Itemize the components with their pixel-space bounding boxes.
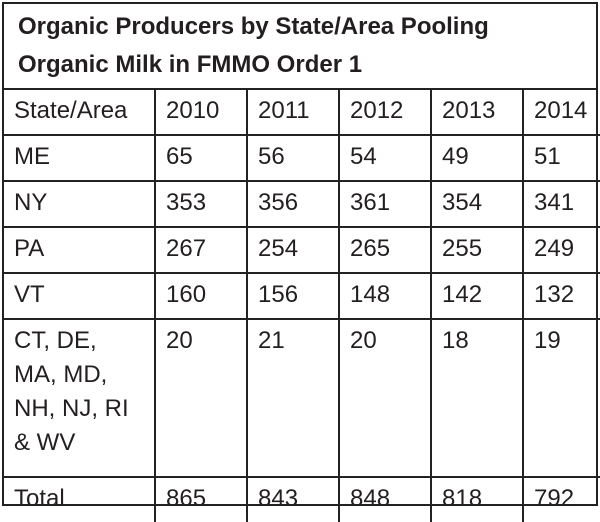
row-label-vt: VT bbox=[4, 272, 156, 320]
cell-total-2014: 792 bbox=[522, 476, 600, 522]
row-label-other-states-line-1: CT, DE, bbox=[14, 327, 97, 354]
cell-other-2011: 21 bbox=[246, 318, 340, 478]
cell-me-2013: 49 bbox=[430, 134, 524, 182]
table-title-line-1: Organic Producers by State/Area Pooling bbox=[18, 13, 489, 40]
cell-other-2013: 18 bbox=[430, 318, 524, 478]
row-label-other-states-line-4: & WV bbox=[14, 429, 76, 456]
cell-total-2012: 848 bbox=[338, 476, 432, 522]
cell-other-2010: 20 bbox=[154, 318, 248, 478]
cell-me-2011: 56 bbox=[246, 134, 340, 182]
header-cell-state-area: State/Area bbox=[4, 90, 156, 136]
cell-total-2010: 865 bbox=[154, 476, 248, 522]
header-cell-2011: 2011 bbox=[246, 90, 340, 136]
table-row-ny: NY 353 356 361 354 341 bbox=[4, 180, 600, 228]
row-label-other-states-line-2: MA, MD, bbox=[14, 361, 108, 388]
cell-other-2012: 20 bbox=[338, 318, 432, 478]
cell-ny-2012: 361 bbox=[338, 180, 432, 228]
table-row-pa: PA 267 254 265 255 249 bbox=[4, 226, 600, 274]
table-row-other-states: CT, DE, MA, MD, NH, NJ, RI & WV 20 21 20… bbox=[4, 318, 600, 478]
producers-table: State/Area 2010 2011 2012 2013 2014 ME 6… bbox=[4, 90, 600, 522]
cell-ny-2014: 341 bbox=[522, 180, 600, 228]
cell-vt-2013: 142 bbox=[430, 272, 524, 320]
cell-total-2011: 843 bbox=[246, 476, 340, 522]
table-title: Organic Producers by State/Area Pooling … bbox=[4, 4, 596, 90]
cell-other-2014: 19 bbox=[522, 318, 600, 478]
cell-vt-2010: 160 bbox=[154, 272, 248, 320]
cell-pa-2014: 249 bbox=[522, 226, 600, 274]
row-label-total: Total bbox=[4, 476, 156, 522]
header-cell-2010: 2010 bbox=[154, 90, 248, 136]
row-label-other-states: CT, DE, MA, MD, NH, NJ, RI & WV bbox=[4, 318, 156, 478]
table-row-total: Total 865 843 848 818 792 bbox=[4, 476, 600, 522]
table-row-me: ME 65 56 54 49 51 bbox=[4, 134, 600, 182]
row-label-pa: PA bbox=[4, 226, 156, 274]
cell-ny-2013: 354 bbox=[430, 180, 524, 228]
row-label-me: ME bbox=[4, 134, 156, 182]
cell-ny-2010: 353 bbox=[154, 180, 248, 228]
table-title-line-2: Organic Milk in FMMO Order 1 bbox=[18, 51, 363, 78]
cell-ny-2011: 356 bbox=[246, 180, 340, 228]
cell-pa-2012: 265 bbox=[338, 226, 432, 274]
cell-pa-2011: 254 bbox=[246, 226, 340, 274]
row-label-other-states-line-3: NH, NJ, RI bbox=[14, 395, 129, 422]
cell-me-2012: 54 bbox=[338, 134, 432, 182]
row-label-ny: NY bbox=[4, 180, 156, 228]
header-cell-2014: 2014 bbox=[522, 90, 600, 136]
cell-total-2013: 818 bbox=[430, 476, 524, 522]
header-row: State/Area 2010 2011 2012 2013 2014 bbox=[4, 90, 600, 136]
cell-pa-2013: 255 bbox=[430, 226, 524, 274]
header-cell-2012: 2012 bbox=[338, 90, 432, 136]
cell-vt-2014: 132 bbox=[522, 272, 600, 320]
cell-vt-2012: 148 bbox=[338, 272, 432, 320]
cell-me-2014: 51 bbox=[522, 134, 600, 182]
cell-me-2010: 65 bbox=[154, 134, 248, 182]
table-row-vt: VT 160 156 148 142 132 bbox=[4, 272, 600, 320]
cell-vt-2011: 156 bbox=[246, 272, 340, 320]
cell-pa-2010: 267 bbox=[154, 226, 248, 274]
header-cell-2013: 2013 bbox=[430, 90, 524, 136]
